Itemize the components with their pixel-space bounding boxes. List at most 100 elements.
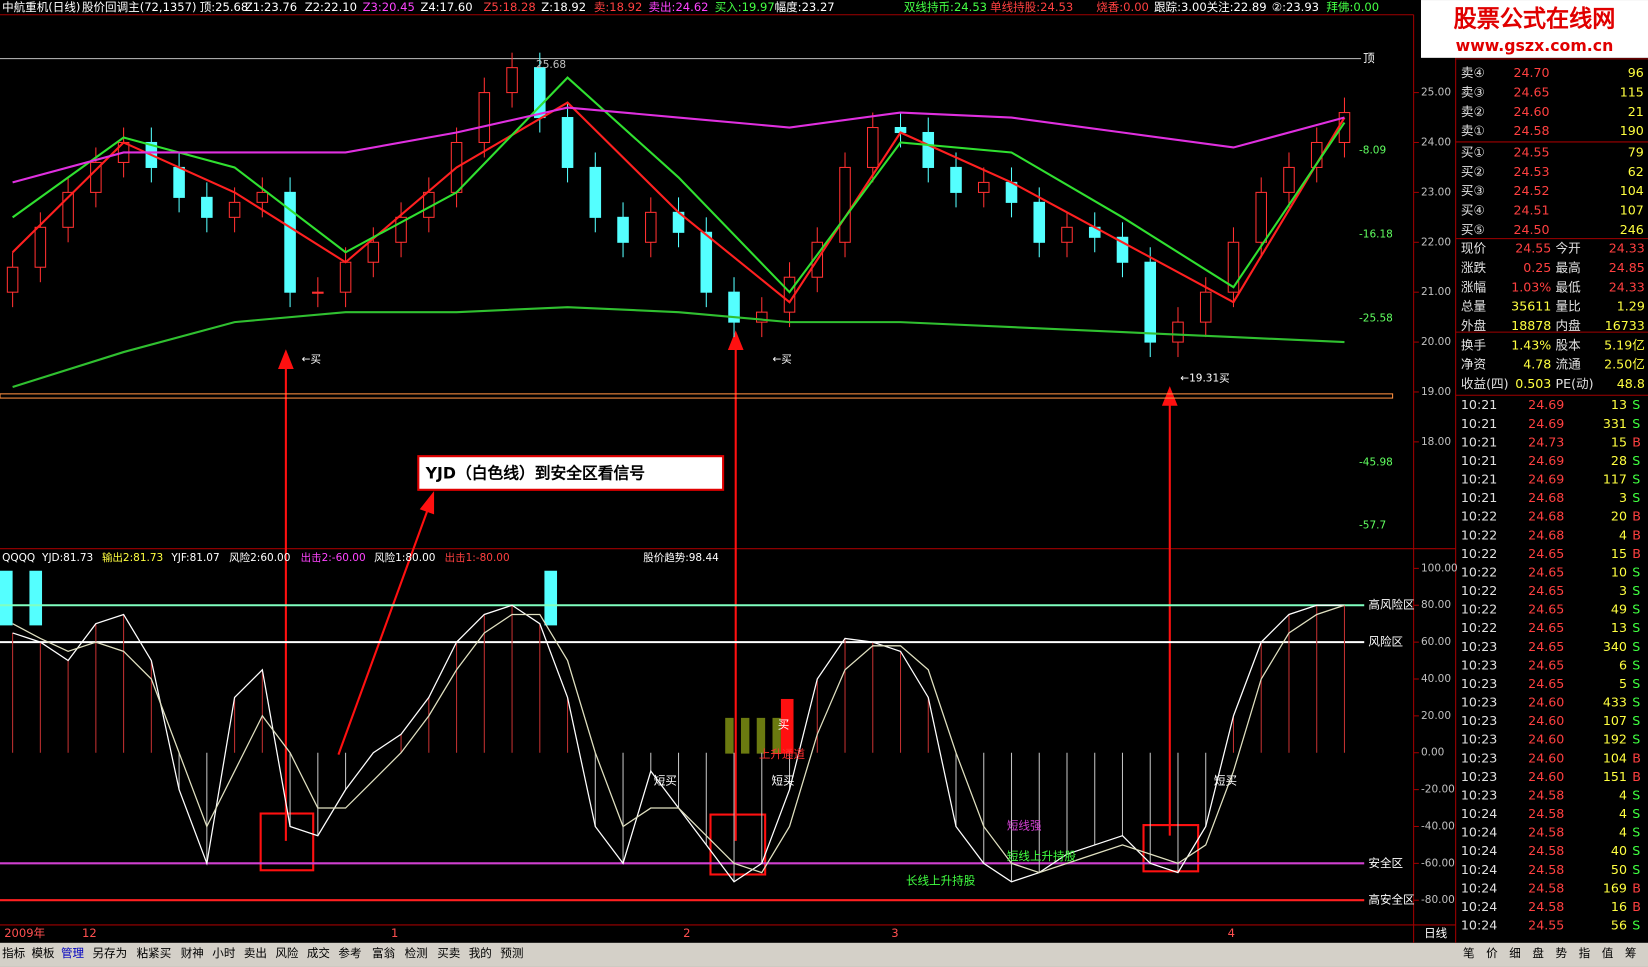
- side-tab[interactable]: 价: [1486, 946, 1498, 960]
- tick-side: B: [1632, 434, 1641, 449]
- side-tab[interactable]: 值: [1602, 946, 1614, 960]
- tab[interactable]: 买卖: [437, 946, 460, 960]
- tick-side: B: [1632, 769, 1641, 784]
- tick-time: 10:23: [1461, 787, 1497, 802]
- tab[interactable]: 参考: [338, 946, 361, 960]
- tab[interactable]: 检测: [405, 946, 428, 960]
- logo-title: 股票公式在线网: [1454, 5, 1616, 32]
- tick-volume: 5: [1619, 676, 1627, 691]
- book-label: 买⑤: [1461, 222, 1485, 237]
- tick-time: 10:21: [1461, 453, 1497, 468]
- tick-time: 10:21: [1461, 416, 1497, 431]
- y-tick-label: 25.00: [1421, 87, 1451, 99]
- candle-body: [62, 191, 74, 228]
- tick-volume: 40: [1611, 843, 1627, 858]
- book-volume: 79: [1628, 145, 1644, 160]
- y-tick-label: 20.00: [1421, 336, 1451, 348]
- y-tick-label: -20.00: [1421, 784, 1455, 796]
- tick-volume: 4: [1619, 787, 1627, 802]
- tick-time: 10:23: [1461, 695, 1497, 710]
- tick-price: 24.65: [1528, 620, 1564, 635]
- indicator-annotation: 短买: [1214, 773, 1237, 787]
- tab[interactable]: 富翁: [372, 946, 396, 960]
- tick-time: 10:22: [1461, 546, 1497, 561]
- stat-label: 外盘: [1461, 318, 1487, 333]
- candle-body: [395, 216, 407, 243]
- candle-body: [617, 216, 629, 243]
- book-volume: 104: [1620, 183, 1644, 198]
- candle-body: [1199, 291, 1212, 323]
- level-label: 高安全区: [1368, 893, 1414, 907]
- tick-side: S: [1632, 583, 1640, 598]
- tick-time: 10:24: [1461, 825, 1497, 840]
- tick-side: S: [1632, 416, 1640, 431]
- top-label: 顶: [1363, 51, 1375, 65]
- candle-body: [728, 291, 740, 323]
- tab[interactable]: 另存为: [92, 946, 127, 960]
- side-tab[interactable]: 笔: [1463, 946, 1475, 960]
- date-label: 2: [683, 926, 690, 940]
- logo: 股票公式在线网 www.gszx.com.cn: [1420, 0, 1648, 58]
- indicator-line: [12, 604, 1345, 874]
- tab[interactable]: 财神: [181, 946, 204, 960]
- tab[interactable]: 我的: [469, 946, 492, 960]
- book-price: 24.55: [1513, 145, 1549, 160]
- tab[interactable]: 管理: [61, 946, 85, 960]
- book-volume: 115: [1620, 84, 1644, 99]
- tab[interactable]: 指标: [2, 946, 26, 960]
- candle-body: [1283, 166, 1295, 193]
- chart-annotation: ←19.31买: [1180, 372, 1229, 384]
- tick-volume: 20: [1611, 509, 1627, 524]
- header-item: 股价回调主(72,1357): [82, 0, 196, 14]
- tab[interactable]: 卖出: [244, 946, 267, 960]
- tick-time: 10:21: [1461, 397, 1497, 412]
- side-tab[interactable]: 筹: [1625, 946, 1637, 960]
- tab[interactable]: 预测: [500, 946, 523, 960]
- date-label: 3: [891, 926, 898, 940]
- header-item: 卖出:24.62: [648, 0, 708, 14]
- candle-body: [1033, 201, 1046, 243]
- tab[interactable]: 粘紧买: [137, 946, 172, 960]
- tick-volume: 104: [1603, 750, 1627, 765]
- indicator-header: 输出2:81.73: [102, 551, 163, 564]
- tick-volume: 192: [1603, 732, 1627, 747]
- tick-volume: 169: [1603, 880, 1627, 895]
- side-tab[interactable]: 盘: [1532, 946, 1544, 960]
- header-item: 卖:18.92: [594, 0, 643, 14]
- tab[interactable]: 成交: [307, 946, 331, 960]
- indicator-annotation: 上升通道: [759, 747, 806, 761]
- header-item: Z4:17.60: [420, 0, 472, 14]
- tick-price: 24.58: [1528, 787, 1564, 802]
- tab[interactable]: 小时: [212, 946, 236, 960]
- header-item: Z:18.92: [541, 0, 586, 14]
- side-tab[interactable]: 指: [1579, 946, 1591, 960]
- indicator-header: 出击1:-80.00: [445, 551, 510, 564]
- tick-price: 24.60: [1528, 750, 1564, 765]
- candle-body: [866, 126, 879, 168]
- ma-line: [12, 106, 1345, 184]
- y-tick-label: 40.00: [1421, 673, 1451, 685]
- book-volume: 21: [1628, 104, 1644, 119]
- y-tick-label: 20.00: [1421, 710, 1451, 722]
- side-tab[interactable]: 势: [1556, 946, 1568, 960]
- tick-price: 24.60: [1528, 713, 1564, 728]
- right-label: -25.58: [1359, 312, 1393, 324]
- candle-body: [1061, 226, 1073, 243]
- tick-side: S: [1632, 676, 1640, 691]
- y-tick-label: 18.00: [1421, 436, 1451, 448]
- candle-body: [589, 166, 602, 218]
- book-volume: 246: [1620, 222, 1644, 237]
- indicator-header: 风险2:60.00: [229, 551, 290, 564]
- header-item: 中航重机(日线): [2, 0, 80, 14]
- y-tick-label: -40.00: [1421, 820, 1455, 832]
- tab[interactable]: 风险: [275, 946, 299, 960]
- header-item: 顶:25.68: [200, 0, 249, 14]
- tick-volume: 4: [1619, 825, 1627, 840]
- tick-time: 10:23: [1461, 769, 1497, 784]
- tick-price: 24.69: [1528, 416, 1564, 431]
- side-tab[interactable]: 细: [1509, 946, 1521, 960]
- header-item: Z1:23.76: [245, 0, 297, 14]
- tab[interactable]: 模板: [32, 946, 56, 960]
- candle-body: [201, 196, 213, 218]
